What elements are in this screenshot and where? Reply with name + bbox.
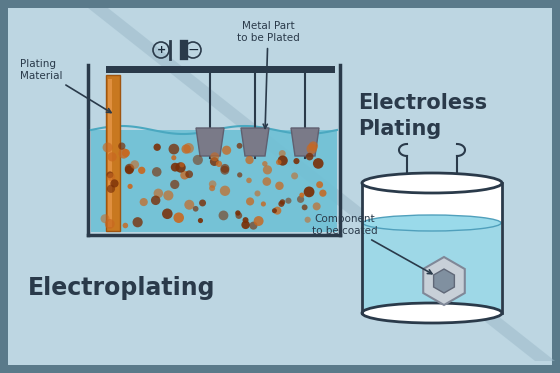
Circle shape [254,216,264,226]
Bar [108,79,112,227]
Circle shape [254,191,260,197]
Circle shape [107,185,115,193]
Circle shape [263,165,272,175]
Circle shape [297,196,304,203]
Circle shape [184,200,194,210]
Circle shape [278,201,284,207]
Text: −: − [187,43,199,57]
Circle shape [118,142,125,150]
Circle shape [246,197,254,206]
Circle shape [237,143,242,149]
Polygon shape [433,269,454,293]
Circle shape [312,203,321,210]
Circle shape [293,158,300,164]
Circle shape [235,212,242,219]
Circle shape [276,160,282,165]
Circle shape [304,186,315,197]
Circle shape [278,156,288,166]
Circle shape [171,155,176,160]
Circle shape [241,220,250,229]
Circle shape [220,186,230,196]
Circle shape [125,164,134,173]
Circle shape [222,145,231,155]
Circle shape [286,198,292,204]
Circle shape [164,190,174,200]
Circle shape [242,217,249,223]
Circle shape [291,172,298,179]
Bar [106,66,335,73]
Circle shape [279,199,285,205]
Circle shape [130,160,139,169]
Circle shape [128,184,133,189]
Circle shape [169,144,179,154]
Circle shape [279,150,286,157]
Circle shape [210,152,219,161]
Circle shape [138,167,146,174]
Circle shape [262,161,268,166]
Text: Component
to be coated: Component to be coated [312,214,432,274]
Circle shape [106,171,114,178]
Circle shape [273,207,281,215]
Circle shape [193,206,199,211]
Circle shape [272,208,277,213]
Ellipse shape [362,303,502,323]
Circle shape [180,162,185,167]
Circle shape [237,172,242,178]
Circle shape [185,170,193,178]
Circle shape [261,201,266,207]
Polygon shape [241,128,269,156]
Circle shape [102,142,113,153]
Circle shape [105,219,115,229]
Circle shape [221,164,230,173]
Circle shape [309,141,318,151]
Circle shape [174,212,184,223]
Text: Plating
Material: Plating Material [20,59,111,113]
Polygon shape [196,128,224,156]
Polygon shape [423,257,465,305]
Circle shape [175,162,186,173]
Circle shape [316,181,323,188]
Ellipse shape [362,173,502,193]
Circle shape [221,166,229,175]
Circle shape [139,198,148,206]
Circle shape [235,210,241,216]
Circle shape [210,157,219,166]
Circle shape [122,149,130,157]
Bar [362,183,502,313]
Circle shape [246,178,252,183]
Circle shape [133,217,143,227]
Circle shape [152,167,161,177]
Circle shape [125,166,134,174]
Circle shape [275,182,284,190]
Text: Electroless
Plating: Electroless Plating [358,93,487,140]
Circle shape [245,156,254,164]
Circle shape [306,144,317,154]
Circle shape [299,192,304,198]
Polygon shape [8,8,552,365]
Circle shape [162,209,172,219]
Circle shape [209,181,216,188]
Circle shape [151,195,160,205]
Text: Electroplating: Electroplating [28,276,216,300]
Polygon shape [88,8,555,361]
Polygon shape [91,130,337,232]
Polygon shape [291,128,319,156]
Circle shape [110,179,119,188]
Circle shape [171,163,180,172]
Circle shape [302,204,307,210]
Bar [106,75,120,231]
Circle shape [193,155,203,165]
Circle shape [184,143,194,153]
Circle shape [263,177,271,186]
Text: Metal Part
to be Plated: Metal Part to be Plated [237,21,300,128]
Bar [363,223,501,312]
Circle shape [181,144,191,154]
Circle shape [119,148,129,159]
Circle shape [198,218,203,223]
Circle shape [101,214,110,223]
Circle shape [209,185,215,191]
Circle shape [306,153,314,160]
Circle shape [313,158,324,169]
Circle shape [108,152,116,162]
